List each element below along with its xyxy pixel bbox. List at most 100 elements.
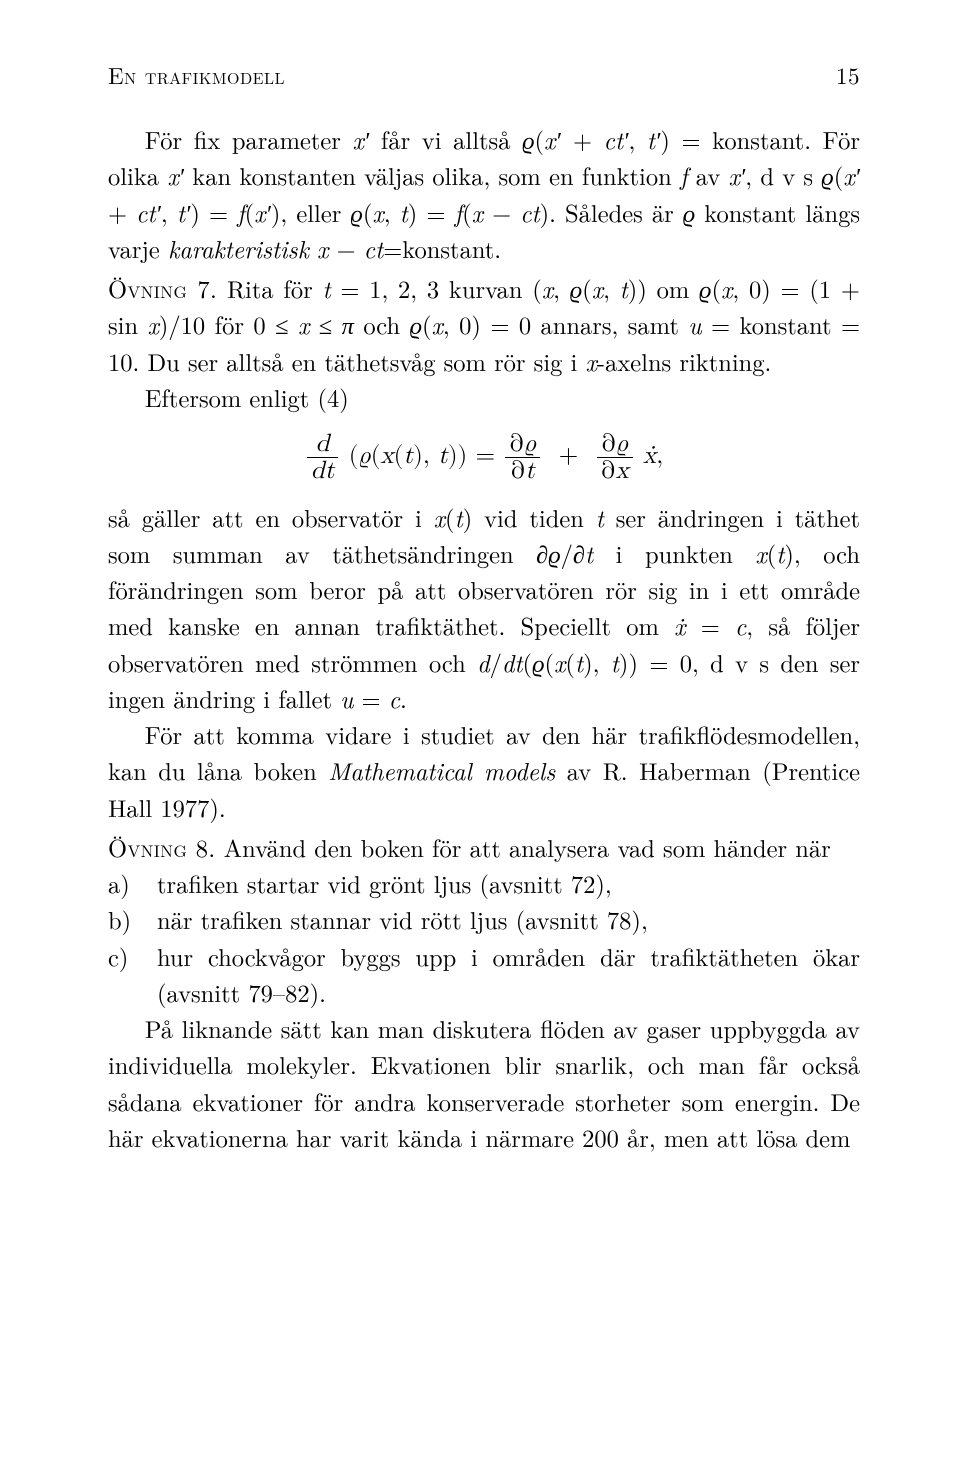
math-inline: x′: [254, 195, 271, 230]
text: får vi alltså: [369, 122, 522, 157]
text: , eller: [280, 195, 350, 230]
header-title: En trafikmodell: [108, 58, 285, 92]
text: På liknande sätt kan man diskutera flöde…: [108, 1011, 860, 1155]
math-inline: ϱ: [699, 271, 711, 306]
text: om: [647, 271, 699, 306]
text: =konstant.: [383, 231, 501, 266]
exercise-8-list: a) trafiken startar vid grönt ljus (avsn…: [108, 866, 860, 1011]
text: Använd den boken för att analysera vad s…: [216, 830, 831, 865]
math-inline: x: [592, 271, 603, 306]
list-body-a: trafiken startar vid grönt ljus (avsnitt…: [157, 866, 860, 902]
paragraph-6: På liknande sätt kan man diskutera flöde…: [108, 1011, 860, 1156]
math-inline: f: [237, 195, 245, 230]
math-inline: ϱ: [548, 536, 560, 571]
text: -axelns riktning.: [597, 344, 771, 379]
math-inline: f: [455, 195, 463, 230]
math-inline: t′: [177, 195, 191, 230]
math-inline: x: [721, 271, 732, 306]
math-inline: x′: [167, 158, 184, 193]
math-inline: x: [372, 195, 383, 230]
math-inline: ϱ: [532, 645, 544, 680]
math-inline: ct′: [136, 195, 161, 230]
text: kurvan: [439, 271, 532, 306]
list-item: c) hur chockvågor byggs upp i områden dä…: [108, 939, 860, 1012]
list-item: a) trafiken startar vid grönt ljus (avsn…: [108, 866, 860, 902]
list-label-b: b): [108, 902, 157, 938]
math-inline: ϱ: [410, 307, 422, 342]
math-inline: x: [554, 645, 565, 680]
list-body-c: hur chockvågor byggs upp i områden där t…: [157, 939, 860, 1012]
exercise-8: Övning 8. Använd den boken för att analy…: [108, 830, 860, 866]
math-inline: x: [434, 500, 445, 535]
text: så gäller att en observatör i: [108, 500, 434, 535]
page-container: En trafikmodell 15 För fix parameter x′ …: [0, 0, 960, 1474]
math-inline: t: [620, 271, 628, 306]
text: . Du ser alltså en täthetsvåg som rör si…: [133, 344, 586, 379]
math-inline: t: [400, 195, 408, 230]
paragraph-3: Eftersom enligt (4): [108, 380, 860, 416]
list-body-b: när trafiken stannar vid rött ljus (avsn…: [157, 902, 860, 938]
text: för: [205, 307, 253, 342]
math-inline: d: [477, 645, 490, 680]
math-inline: x′: [843, 158, 860, 193]
text: annars, samt: [531, 307, 688, 342]
frac-ddt: ddt: [307, 431, 339, 485]
math-inline: ϱ: [570, 271, 582, 306]
text: Eftersom enligt (4): [145, 380, 349, 415]
math-inline: x: [586, 344, 597, 379]
math-inline: ϱ: [350, 195, 362, 230]
list-item: b) när trafiken stannar vid rött ljus (a…: [108, 902, 860, 938]
frac-drhodt: ∂ϱ∂t: [505, 431, 540, 485]
math-inline: x′: [544, 122, 573, 157]
exercise-7: Övning 7. Rita för t = 1, 2, 3 kurvan (x…: [108, 271, 860, 380]
math-inline: ϱ: [522, 122, 534, 157]
math-inline: π: [342, 307, 354, 342]
frac-drhodx: ∂ϱ∂x: [597, 431, 633, 485]
book-title: Mathematical models: [328, 753, 555, 788]
math-inline: t: [596, 500, 604, 535]
math-inline: c: [389, 681, 400, 716]
header-page-number: 15: [836, 58, 860, 92]
display-equation: ddt (ϱ(x(t), t)) = ∂ϱ∂t + ∂ϱ∂x ẋ,: [108, 431, 860, 485]
math-inline: ct: [520, 195, 539, 230]
math-inline: ct: [364, 231, 383, 266]
math-inline: u: [688, 307, 701, 342]
math-inline: t: [322, 271, 330, 306]
math-inline: t: [585, 536, 593, 571]
math-inline: ct′: [604, 122, 629, 157]
paragraph-4: så gäller att en observatör i x(t) vid t…: [108, 500, 860, 718]
paragraph-1: För fix parameter x′ får vi alltså ϱ(x′ …: [108, 122, 860, 267]
math-inline: t: [611, 645, 619, 680]
exercise-7-label: Övning 7.: [108, 271, 217, 306]
text: För fix parameter: [145, 122, 353, 157]
paragraph-5: För att komma vidare i studiet av den hä…: [108, 717, 860, 826]
text: . Således är: [549, 195, 683, 230]
math-inline: c: [735, 608, 746, 643]
math-inline: ϱ: [683, 195, 695, 230]
math-inline: ϱ: [821, 158, 833, 193]
math-inline: x: [317, 231, 328, 266]
text: Rita för: [217, 271, 322, 306]
text: konstant: [730, 307, 841, 342]
math-inline: t′: [647, 122, 661, 157]
list-label-a: a): [108, 866, 157, 902]
text: kan konstanten väljas olika, som en funk…: [184, 158, 680, 193]
math-inline: x: [542, 271, 553, 306]
math-inline: f: [680, 158, 688, 193]
term-karakteristisk: karakteristisk: [168, 231, 309, 266]
math-inline: x: [298, 307, 309, 342]
math-inline: ẋ: [674, 608, 685, 643]
list-label-c: c): [108, 939, 157, 1012]
math-inline: x: [432, 307, 443, 342]
math-inline: x: [472, 195, 483, 230]
text: , d v s: [745, 158, 821, 193]
math-inline: t: [575, 645, 583, 680]
math-inline: x: [148, 307, 159, 342]
math-inline: t: [455, 500, 463, 535]
exercise-8-label: Övning 8.: [108, 830, 216, 865]
math-inline: x: [755, 536, 766, 571]
text: vid tiden: [472, 500, 596, 535]
math-inline: x′: [353, 122, 370, 157]
text: .: [400, 681, 407, 716]
math-inline: u: [340, 681, 353, 716]
